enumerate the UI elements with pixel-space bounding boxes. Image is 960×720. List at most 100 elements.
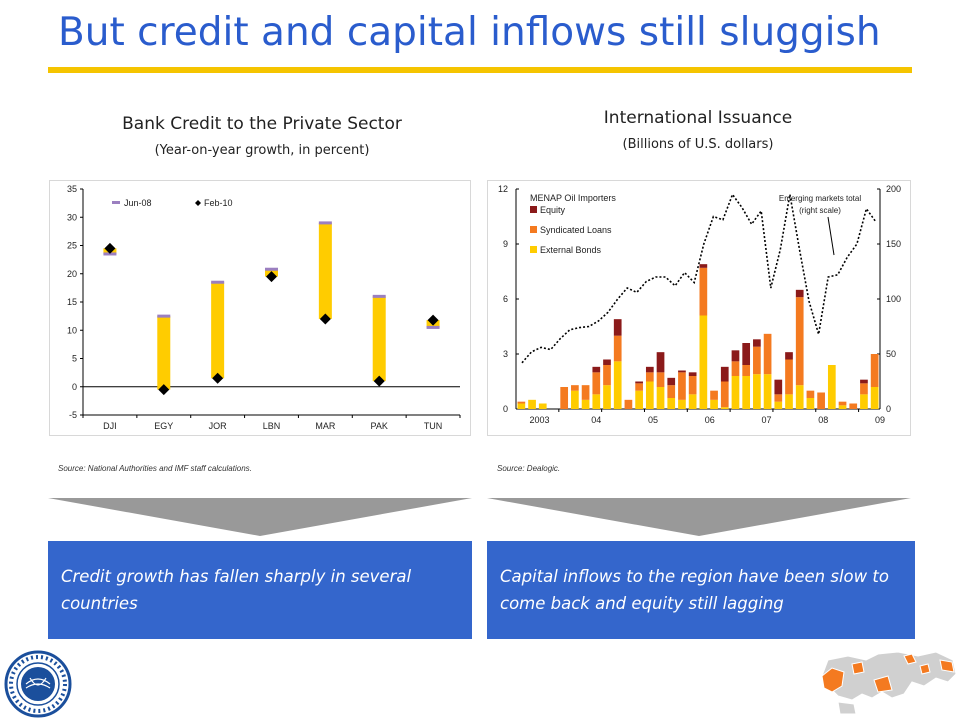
- credit-y-tick-label: 25: [67, 241, 77, 251]
- issue-bar-equity: [753, 339, 761, 347]
- right-source: Source: Dealogic.: [497, 464, 561, 473]
- issue-bar-loans: [795, 297, 804, 386]
- issue-bar-equity: [678, 370, 686, 373]
- issue-bar-bonds: [731, 376, 740, 409]
- issue-bar-bonds: [720, 407, 729, 409]
- issue-bar-bonds: [571, 390, 579, 409]
- issue-bar-bonds: [827, 365, 836, 409]
- issue-bar-bonds: [635, 390, 643, 409]
- issue-bar-bonds: [592, 394, 601, 409]
- issue-bar-bonds: [838, 405, 847, 409]
- issue-bar-loans: [870, 354, 879, 387]
- credit-range-bar: [211, 282, 225, 379]
- issue-bar-bonds: [860, 394, 868, 409]
- credit-feb10-marker: [212, 372, 224, 384]
- credit-legend-label-jun08: Jun-08: [124, 198, 152, 208]
- issue-legend-swatch-bonds: [530, 246, 537, 253]
- credit-range-bar: [318, 222, 332, 319]
- credit-jun08-marker: [318, 221, 332, 225]
- issue-bar-loans: [581, 385, 590, 400]
- issue-x-label: 07: [762, 415, 772, 425]
- right-chart-title: International Issuance: [603, 108, 793, 128]
- credit-y-tick-label: 35: [67, 184, 77, 194]
- issue-bar-loans: [860, 383, 868, 395]
- issue-bar-loans: [517, 401, 526, 404]
- issue-bar-loans: [560, 387, 569, 409]
- left-chart-subtitle: (Year-on-year growth, in percent): [154, 143, 370, 158]
- issue-bar-equity: [720, 366, 729, 382]
- issue-bar-loans: [785, 359, 793, 395]
- issue-bar-loans: [838, 401, 847, 406]
- issue-left-tick-label: 9: [503, 239, 508, 249]
- credit-x-label: MAR: [315, 421, 336, 431]
- issuance-chart-svg: 0 3 6 9 12 0 50 100 150 200 2003 04 05 06 07 08 09 MENAP …: [498, 184, 901, 425]
- issue-bar-equity: [731, 350, 740, 362]
- issue-bar-bonds: [678, 399, 686, 409]
- issue-annotation-line1: Emerging markets total: [779, 194, 861, 203]
- issue-bar-loans: [763, 333, 772, 375]
- issue-bar-bonds: [528, 399, 536, 409]
- issue-x-label: 05: [648, 415, 658, 425]
- credit-jun08-marker: [372, 294, 386, 298]
- issue-bar-bonds: [753, 374, 761, 409]
- issue-bar-bonds: [710, 399, 718, 409]
- credit-jun08-marker: [426, 325, 440, 329]
- credit-legend-swatch-feb10: [195, 200, 201, 206]
- credit-x-label: TUN: [424, 421, 443, 431]
- issue-legend-swatch-equity: [530, 206, 537, 213]
- issue-bar-loans: [667, 385, 676, 398]
- issue-bar-loans: [849, 403, 858, 409]
- issue-x-label: 06: [705, 415, 715, 425]
- right-chart-subtitle: (Billions of U.S. dollars): [622, 137, 774, 152]
- region-map-icon: [821, 651, 957, 715]
- credit-x-label: DJI: [103, 421, 117, 431]
- issue-bar-bonds: [517, 403, 526, 409]
- issue-x-label: 2003: [530, 415, 550, 425]
- issue-bar-equity: [656, 352, 665, 373]
- right-callout: Capital inflows to the region have been …: [487, 541, 915, 639]
- credit-feb10-marker: [319, 313, 331, 325]
- issue-bar-equity: [860, 379, 868, 384]
- issue-bar-bonds: [613, 361, 622, 409]
- credit-y-tick-label: 30: [67, 212, 77, 222]
- issue-bar-bonds: [785, 394, 793, 409]
- credit-x-label: EGY: [154, 421, 173, 431]
- credit-jun08-marker: [157, 314, 171, 318]
- credit-chart-svg: -5 0 5 10 15 20 25 30 35 DJI EGY JOR LBN MAR PAK TUN Jun…: [67, 184, 461, 431]
- issue-bar-bonds: [645, 381, 654, 409]
- issue-left-tick-label: 6: [503, 294, 508, 304]
- issue-bar-equity: [592, 366, 601, 373]
- credit-x-label: JOR: [209, 421, 228, 431]
- credit-feb10-marker: [158, 384, 170, 396]
- issue-bar-equity: [774, 379, 783, 395]
- left-source: Source: National Authorities and IMF sta…: [58, 464, 252, 473]
- credit-x-label: LBN: [263, 421, 281, 431]
- issue-bar-equity: [742, 343, 751, 365]
- issue-bar-loans: [774, 394, 783, 402]
- issue-bar-loans: [603, 365, 611, 386]
- issue-bar-bonds: [667, 398, 676, 409]
- issue-legend-label-bonds: External Bonds: [540, 245, 602, 255]
- issue-bar-loans: [645, 372, 654, 382]
- left-chart-title: Bank Credit to the Private Sector: [122, 114, 402, 134]
- left-down-arrow: [48, 498, 472, 536]
- issue-bar-bonds: [699, 315, 708, 409]
- issue-bar-equity: [603, 359, 611, 365]
- credit-y-tick-label: 20: [67, 269, 77, 279]
- issue-bar-loans: [817, 392, 825, 409]
- title-rule: [48, 67, 912, 73]
- issue-bar-loans: [806, 390, 815, 398]
- right-down-arrow: [487, 498, 911, 536]
- credit-range-bar: [157, 316, 171, 390]
- issue-bar-loans: [731, 361, 740, 376]
- issue-bar-bonds: [870, 387, 879, 409]
- issue-legend-label-equity: Equity: [540, 205, 566, 215]
- issue-bar-bonds: [603, 385, 611, 409]
- issue-bar-equity: [795, 289, 804, 298]
- issue-right-tick-label: 0: [886, 404, 891, 414]
- issue-right-tick-label: 50: [886, 349, 896, 359]
- issuance-chart: 0 3 6 9 12 0 50 100 150 200 2003 04 05 06 07 08 09 MENAP …: [487, 180, 911, 436]
- credit-feb10-marker: [104, 242, 116, 254]
- issue-bar-bonds: [763, 374, 772, 409]
- credit-jun08-marker: [211, 280, 225, 284]
